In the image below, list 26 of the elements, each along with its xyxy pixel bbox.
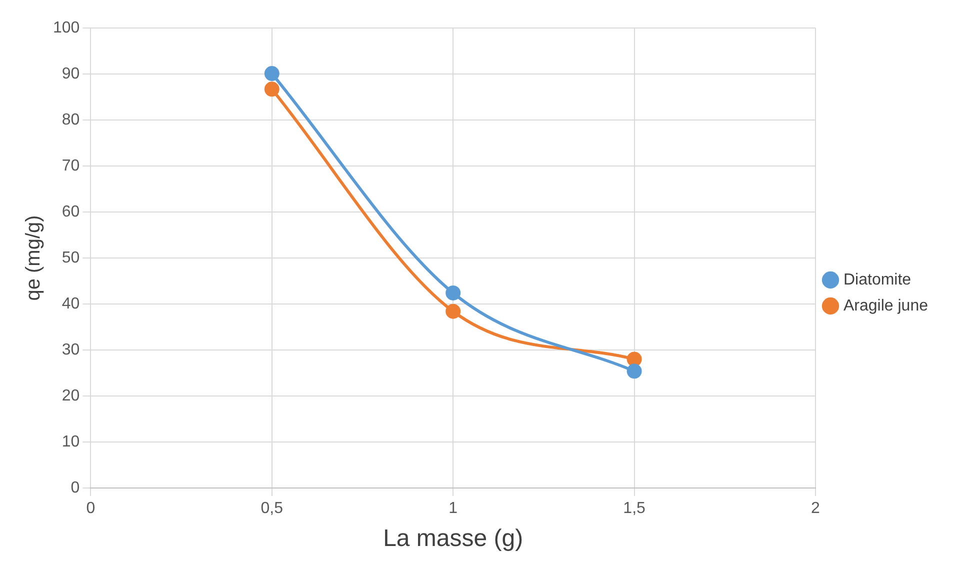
y-tick-label: 10	[62, 433, 80, 450]
legend-label: Aragile june	[844, 297, 928, 314]
point	[626, 352, 642, 367]
y-tick-label: 60	[62, 203, 80, 220]
y-tick-label: 50	[62, 249, 80, 266]
point	[626, 364, 642, 379]
x-tick-label: 0	[86, 500, 96, 518]
x-tick-label: 0,5	[260, 500, 284, 518]
y-tick-label: 30	[62, 341, 80, 358]
y-tick-label: 100	[52, 19, 80, 36]
y-tick-label: 0	[70, 479, 80, 496]
point	[264, 82, 280, 97]
y-tick-label: 90	[62, 65, 80, 82]
y-tick-label: 70	[62, 157, 80, 174]
x-tick-label: 2	[811, 500, 820, 518]
x-tick-label: 1,5	[623, 500, 646, 518]
point	[446, 285, 461, 300]
point	[264, 66, 280, 82]
x-tick-label: 1	[448, 500, 458, 518]
y-tick-label: 80	[62, 111, 80, 128]
x-axis-title: La masse (g)	[383, 525, 524, 552]
y-axis-title: qe (mg/g)	[22, 215, 45, 301]
legend-label: Diatomite	[844, 271, 912, 288]
point	[446, 304, 461, 319]
y-tick-label: 20	[62, 387, 80, 404]
y-tick-label: 40	[62, 295, 80, 312]
